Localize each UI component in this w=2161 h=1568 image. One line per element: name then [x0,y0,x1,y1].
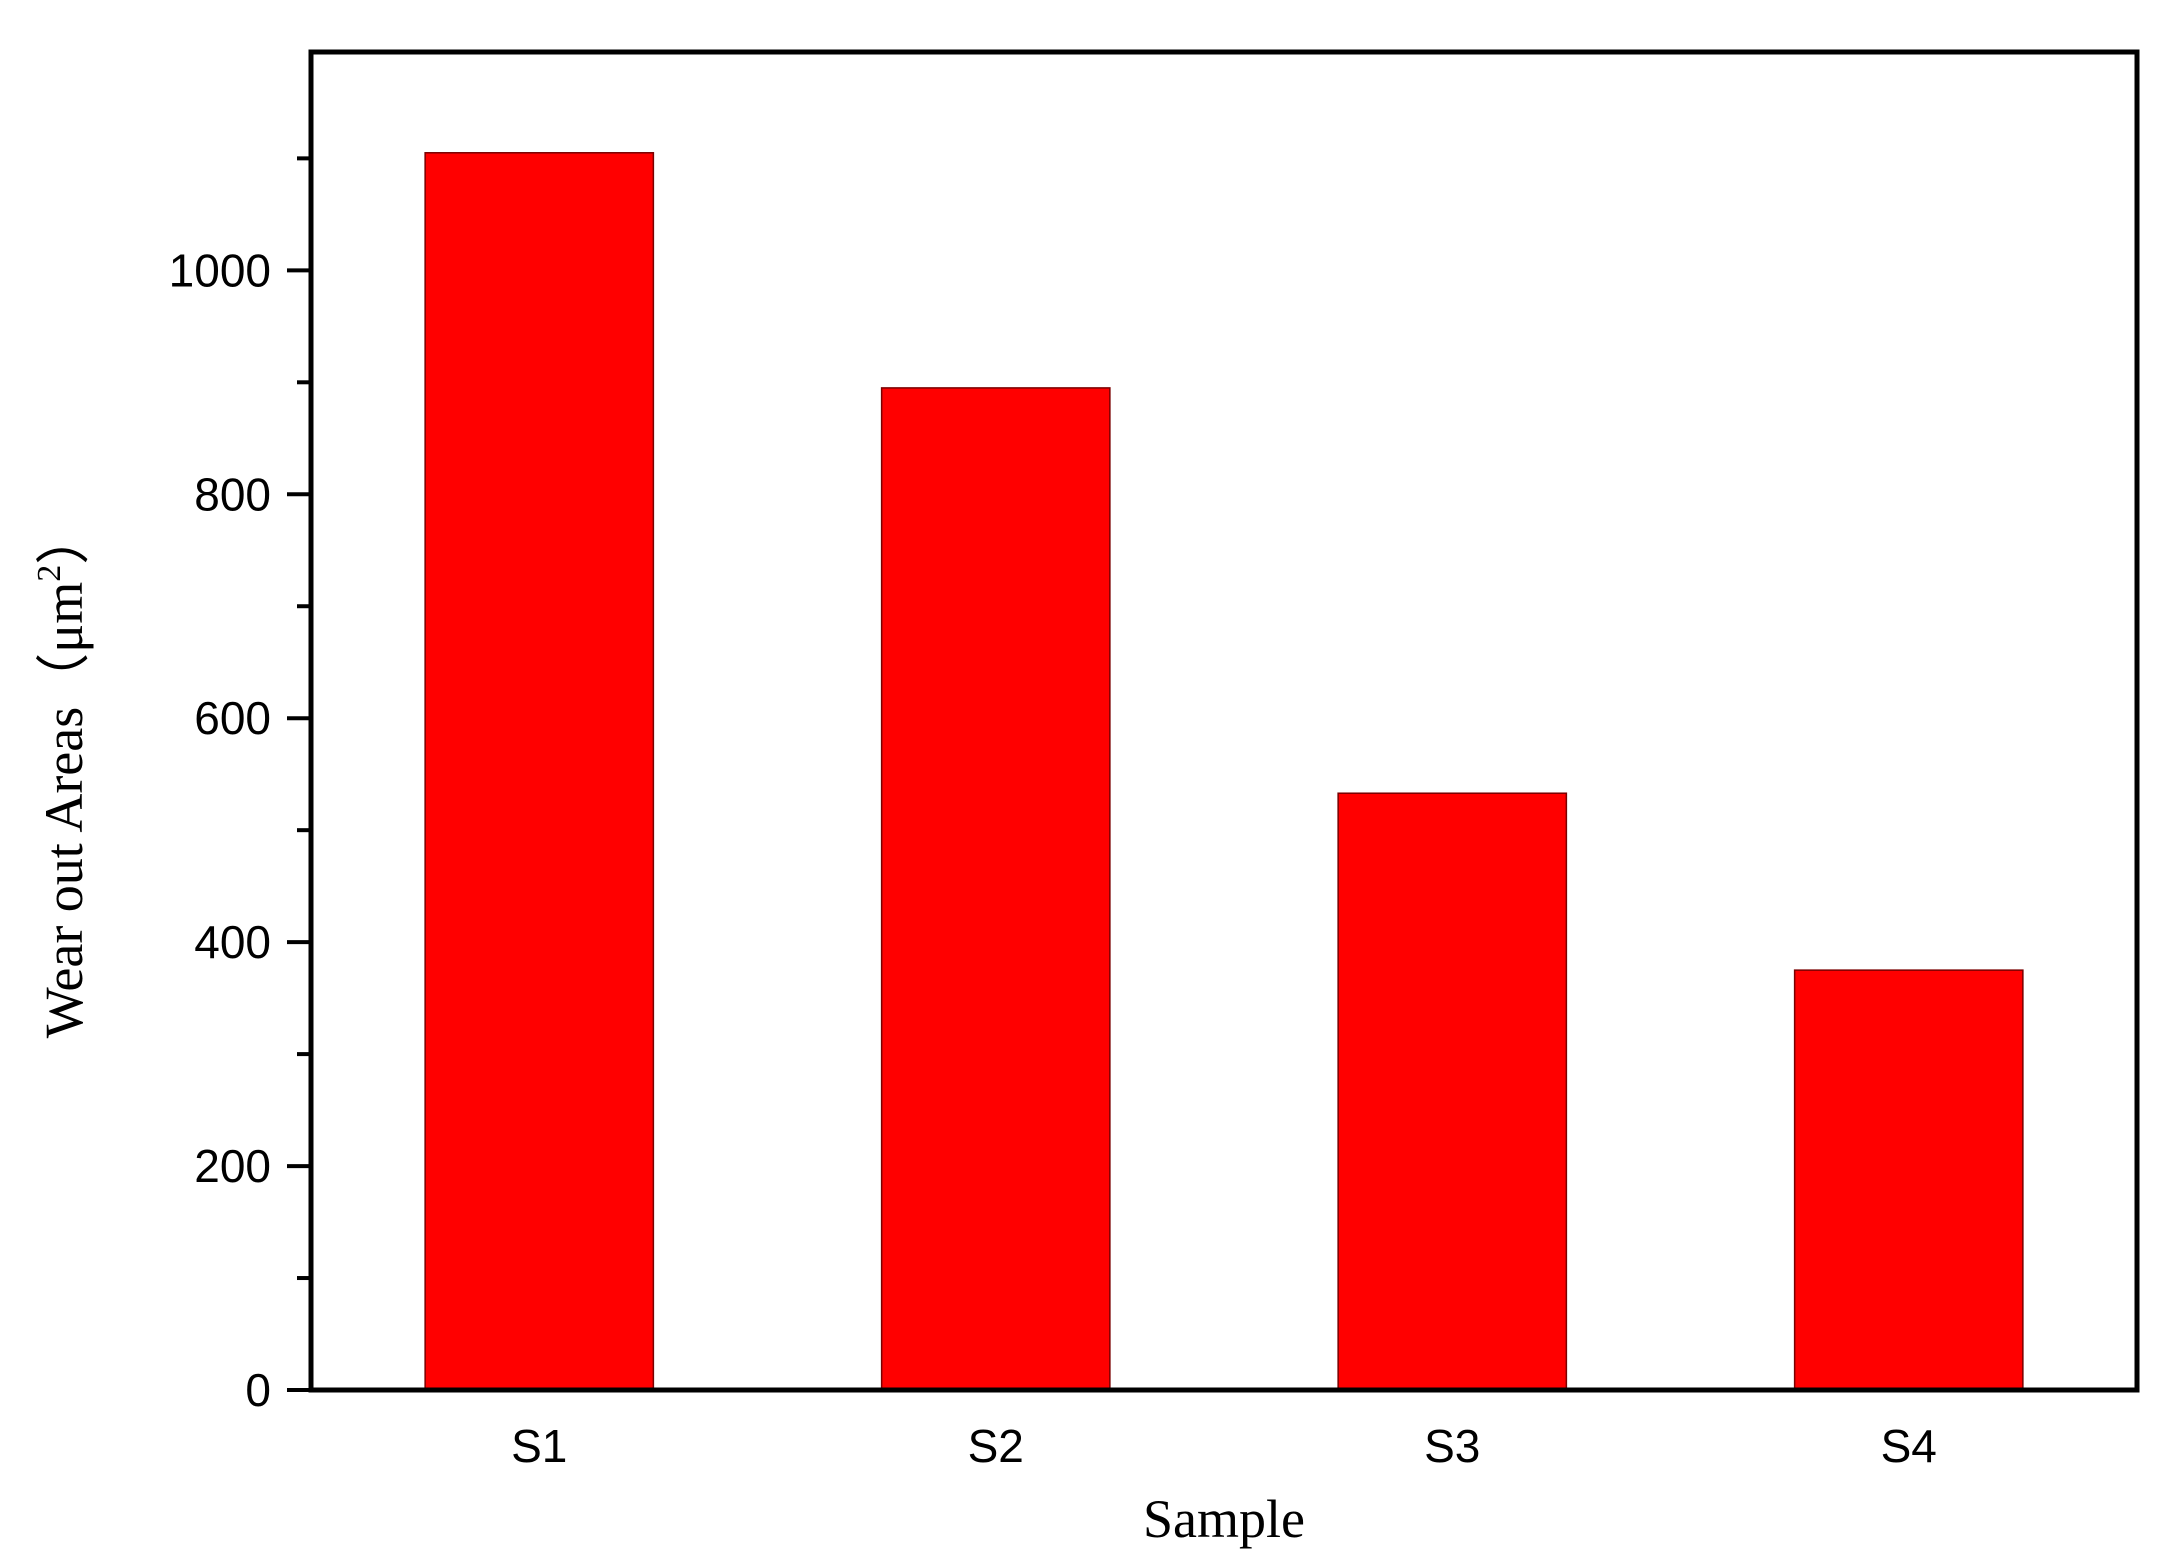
y-axis-title-close: ） [34,511,94,565]
bar-s2 [880,387,1111,1391]
x-tick-label-s1: S1 [511,1420,567,1472]
x-tick-label-s3: S3 [1424,1420,1480,1472]
y-tick-label: 400 [194,916,271,968]
y-axis-tick-labels: 0 200 400 600 800 1000 [169,244,271,1416]
x-axis-tick-labels: S1 S2 S3 S4 [511,1420,1937,1472]
y-axis-title-superscript: 2 [31,565,68,582]
y-axis-ticks [287,156,311,1392]
y-tick-label: 600 [194,692,271,744]
plot-frame [308,49,2140,1393]
bar-s1 [424,152,655,1391]
bar-s3 [1337,792,1568,1391]
y-axis-title: Wear out Areas（μm2） [31,511,94,1038]
y-tick-label: 1000 [169,244,271,296]
y-tick-label: 0 [245,1364,271,1416]
bars [424,152,2024,1391]
x-tick-label-s4: S4 [1881,1420,1937,1472]
y-axis-title-text: Wear out Areas（μm [34,582,94,1038]
y-tick-label: 800 [194,468,271,520]
x-axis-title: Sample [1143,1489,1305,1549]
y-tick-label: 200 [194,1140,271,1192]
bar-s4 [1793,969,2024,1391]
x-tick-label-s2: S2 [968,1420,1024,1472]
